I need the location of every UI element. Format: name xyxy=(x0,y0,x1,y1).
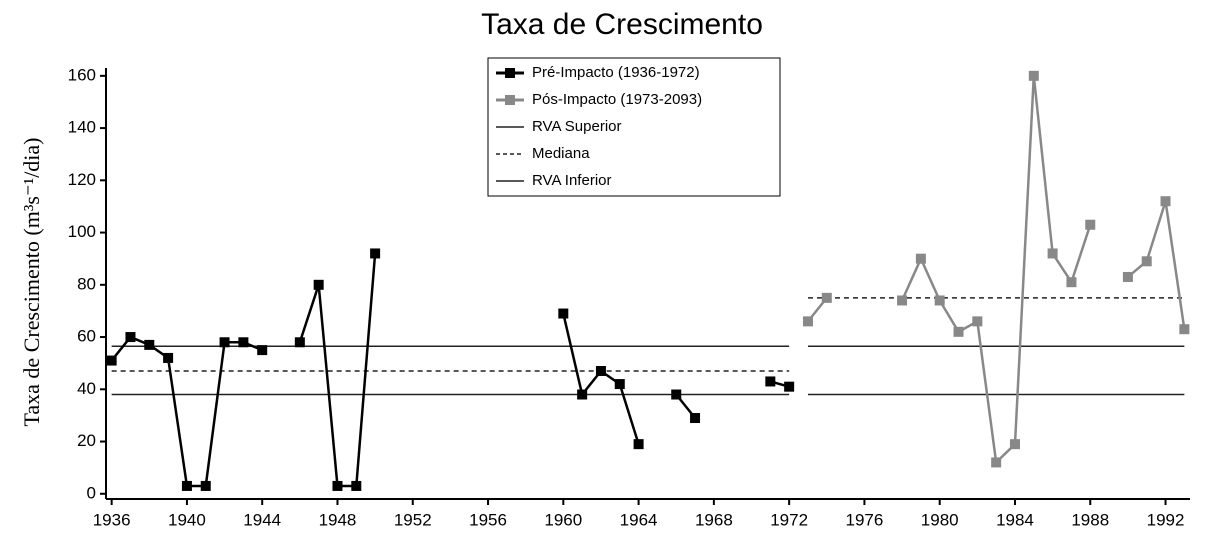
point xyxy=(953,326,964,337)
point xyxy=(821,292,832,303)
x-tick-label: 1964 xyxy=(620,510,658,529)
point xyxy=(1160,196,1171,207)
legend-box xyxy=(487,57,781,197)
x-tick-label: 1992 xyxy=(1147,510,1185,529)
point xyxy=(614,379,625,390)
point xyxy=(163,352,174,363)
point xyxy=(125,332,136,343)
y-tick-label: 20 xyxy=(77,431,96,450)
legend-label: Mediana xyxy=(532,145,590,162)
x-tick-label: 1948 xyxy=(319,510,357,529)
x-tick-label: 1988 xyxy=(1071,510,1109,529)
x-tick-label: 1960 xyxy=(544,510,582,529)
point xyxy=(1047,248,1058,259)
legend-label: RVA Inferior xyxy=(532,172,611,189)
point xyxy=(351,480,362,491)
point xyxy=(802,316,813,327)
point xyxy=(934,295,945,306)
series-line xyxy=(110,253,790,488)
point xyxy=(1009,439,1020,450)
y-tick-label: 60 xyxy=(77,327,96,346)
legend-marker xyxy=(505,68,515,78)
x-tick-label: 1976 xyxy=(846,510,884,529)
point xyxy=(1122,271,1133,282)
x-tick-label: 1952 xyxy=(394,510,432,529)
x-tick-label: 1944 xyxy=(243,510,281,529)
point xyxy=(784,381,795,392)
point xyxy=(200,480,211,491)
x-tick-label: 1936 xyxy=(93,510,131,529)
y-axis-label: Taxa de Crescimento (m³s⁻¹/dia) xyxy=(19,137,44,426)
point xyxy=(897,295,908,306)
point xyxy=(1141,256,1152,267)
point xyxy=(1085,219,1096,230)
legend-marker xyxy=(505,95,515,105)
y-tick-label: 160 xyxy=(68,65,96,84)
point xyxy=(690,413,701,424)
x-tick-label: 1972 xyxy=(770,510,808,529)
point xyxy=(370,248,381,259)
legend-label: RVA Superior xyxy=(532,118,622,135)
point xyxy=(313,279,324,290)
x-tick-label: 1956 xyxy=(469,510,507,529)
x-tick-label: 1968 xyxy=(695,510,733,529)
point xyxy=(1179,324,1190,335)
legend-label: Pré-Impacto (1936-1972) xyxy=(532,64,700,81)
point xyxy=(257,345,268,356)
series-line xyxy=(806,75,1186,466)
y-tick-label: 100 xyxy=(68,222,96,241)
y-tick-label: 120 xyxy=(68,170,96,189)
point xyxy=(577,389,588,400)
point xyxy=(106,355,117,366)
point xyxy=(991,457,1002,468)
y-tick-label: 0 xyxy=(87,483,96,502)
point xyxy=(1028,70,1039,81)
point xyxy=(294,337,305,348)
chart-title: Taxa de Crescimento xyxy=(481,8,763,41)
point xyxy=(181,480,192,491)
point xyxy=(219,337,230,348)
x-tick-label: 1984 xyxy=(996,510,1034,529)
y-tick-label: 40 xyxy=(77,379,96,398)
point xyxy=(972,316,983,327)
point xyxy=(238,337,249,348)
point xyxy=(633,439,644,450)
x-tick-label: 1980 xyxy=(921,510,959,529)
point xyxy=(595,366,606,377)
x-tick-label: 1940 xyxy=(168,510,206,529)
y-tick-label: 140 xyxy=(68,118,96,137)
point xyxy=(332,480,343,491)
point xyxy=(1066,277,1077,288)
point xyxy=(558,308,569,319)
legend-label: Pós-Impacto (1973-2093) xyxy=(532,91,702,108)
y-tick-label: 80 xyxy=(77,274,96,293)
point xyxy=(144,339,155,350)
point xyxy=(915,253,926,264)
point xyxy=(671,389,682,400)
point xyxy=(765,376,776,387)
